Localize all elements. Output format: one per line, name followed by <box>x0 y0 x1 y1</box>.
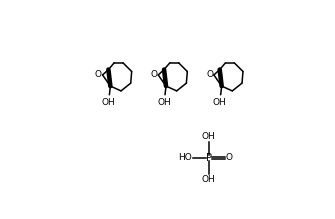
Text: HO: HO <box>178 153 192 162</box>
Text: O: O <box>150 70 157 79</box>
Text: OH: OH <box>157 98 171 107</box>
Text: O: O <box>206 70 213 79</box>
Text: O: O <box>226 153 233 162</box>
Text: OH: OH <box>213 98 226 107</box>
Text: OH: OH <box>102 98 115 107</box>
Text: O: O <box>95 70 102 79</box>
Text: OH: OH <box>202 175 216 184</box>
Text: P: P <box>206 153 212 163</box>
Text: OH: OH <box>202 132 216 141</box>
